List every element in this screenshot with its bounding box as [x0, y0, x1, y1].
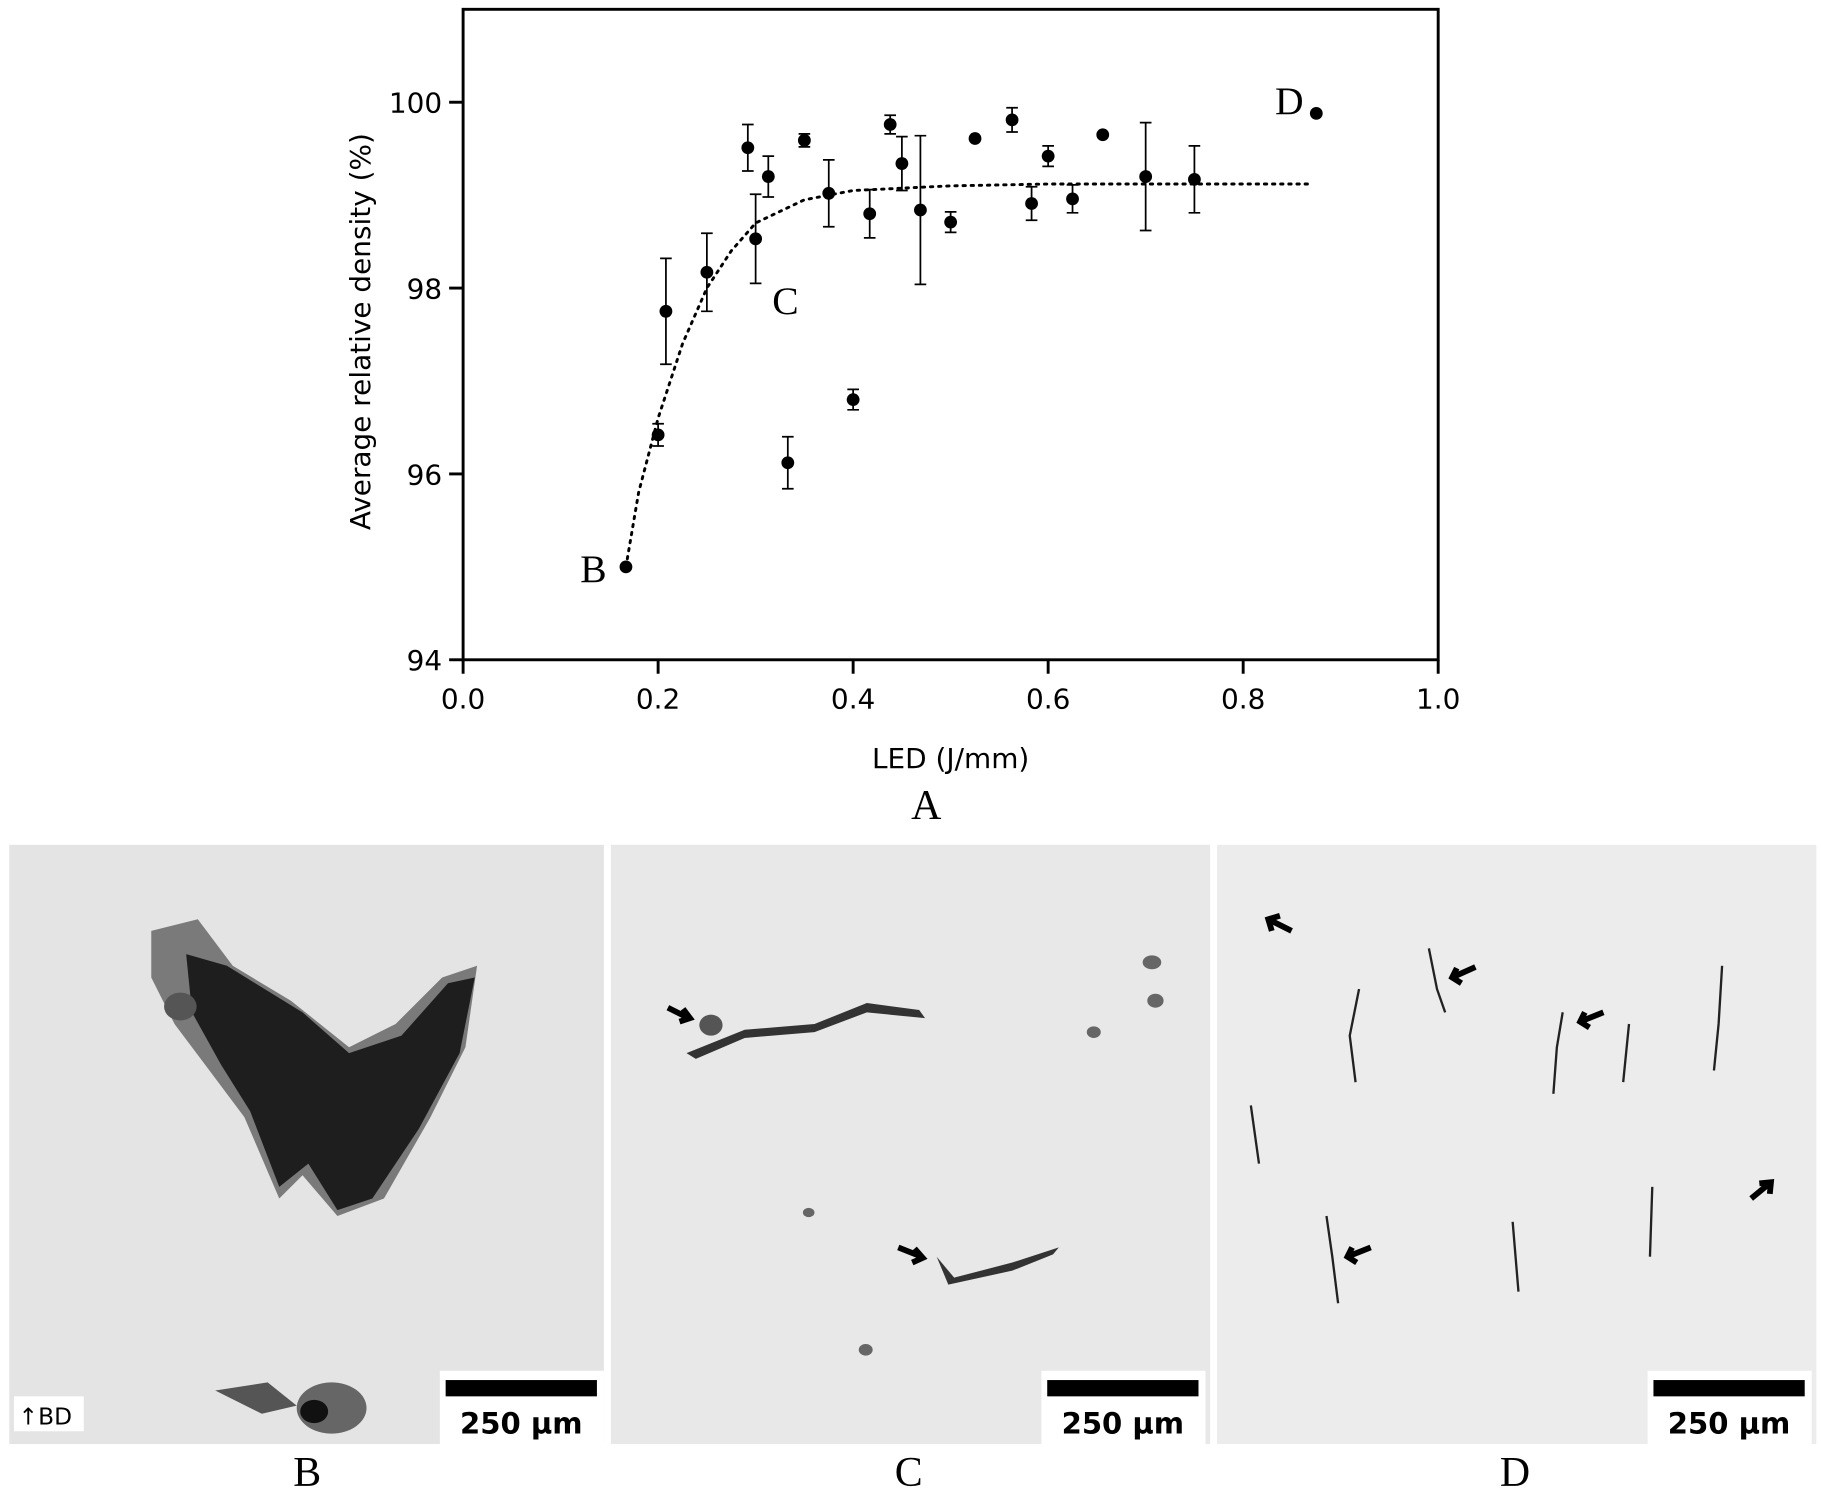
data-point: [1096, 128, 1110, 142]
panel-label: A: [911, 783, 941, 829]
data-point: [846, 393, 860, 406]
micrograph: [9, 844, 604, 1445]
data-point: [883, 118, 897, 131]
panel-label: C: [895, 1450, 923, 1492]
scale-bar-label: 250 µm: [1062, 1407, 1185, 1441]
x-tick-label: 0.0: [441, 683, 485, 716]
data-point: [741, 141, 755, 155]
x-tick-label: 1.0: [1416, 683, 1460, 716]
data-point: [651, 428, 665, 442]
data-point: [749, 232, 763, 246]
scale-bar-label: 250 µm: [460, 1407, 583, 1441]
data-point: [797, 133, 811, 147]
data-point: [781, 456, 795, 470]
data-point: [914, 203, 927, 217]
scale-bar: [445, 1380, 597, 1397]
orientation-label: ↑BD: [19, 1403, 72, 1430]
data-point: [700, 265, 714, 279]
y-tick-label: 94: [407, 644, 443, 677]
x-axis-label: LED (J/mm): [872, 742, 1029, 775]
fit-curve: [624, 182, 1311, 569]
panel-label: B: [293, 1450, 321, 1492]
annotation: B: [580, 547, 606, 591]
x-tick-label: 0.2: [636, 683, 680, 716]
data-point: [822, 186, 836, 200]
y-tick-label: 96: [407, 458, 443, 491]
data-point: [1041, 149, 1055, 163]
data-point: [659, 304, 673, 318]
x-tick-label: 0.4: [831, 683, 875, 716]
data-point: [1139, 170, 1153, 183]
orientation-box: [13, 1396, 84, 1432]
plot-frame: [461, 7, 1440, 662]
panel-label: D: [1500, 1450, 1530, 1492]
x-tick-label: 0.8: [1221, 683, 1265, 716]
annotation: D: [1275, 79, 1304, 123]
data-point: [1309, 106, 1323, 120]
y-tick-label: 98: [407, 273, 443, 306]
scale-bar: [1047, 1380, 1199, 1397]
y-tick-label: 100: [389, 87, 442, 120]
data-point: [1188, 172, 1201, 186]
data-point: [1005, 113, 1019, 127]
y-axis-label: Average relative density (%): [344, 133, 377, 530]
scale-bar: [1653, 1380, 1805, 1397]
annotation: C: [772, 279, 798, 323]
micrograph: [610, 844, 1211, 1445]
data-point: [968, 132, 982, 145]
data-point: [1025, 197, 1038, 210]
data-point: [619, 560, 633, 574]
scale-bar-label: 250 µm: [1668, 1407, 1791, 1441]
x-tick-label: 0.6: [1026, 683, 1070, 716]
data-point: [761, 170, 775, 183]
data-point: [1066, 192, 1079, 206]
data-point: [895, 157, 909, 170]
data-point: [863, 207, 877, 221]
micrograph: [1217, 844, 1817, 1445]
data-point: [944, 215, 958, 229]
